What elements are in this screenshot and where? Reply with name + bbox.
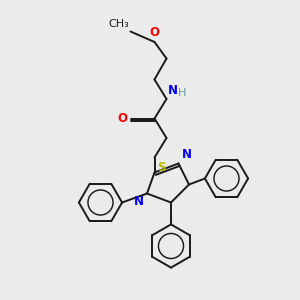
Text: N: N [182, 148, 192, 160]
Text: H: H [178, 88, 186, 98]
Text: N: N [168, 84, 178, 97]
Text: S: S [158, 161, 166, 174]
Text: CH₃: CH₃ [108, 19, 129, 29]
Text: O: O [149, 26, 160, 39]
Text: O: O [118, 112, 128, 125]
Text: N: N [134, 195, 143, 208]
